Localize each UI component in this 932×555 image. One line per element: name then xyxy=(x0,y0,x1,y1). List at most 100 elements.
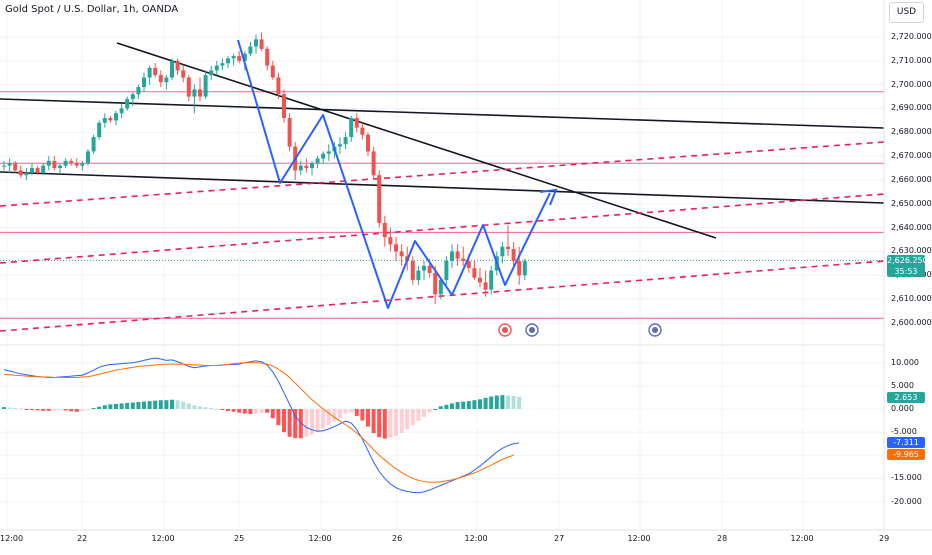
histogram-bar xyxy=(366,409,370,427)
candle-body xyxy=(433,272,438,295)
histogram-bar xyxy=(427,409,432,413)
current-price-badge: 2,626.250 35:53 xyxy=(887,255,928,277)
histogram-bar xyxy=(444,404,449,409)
histogram-bar xyxy=(293,409,298,439)
candle-body xyxy=(310,163,314,169)
candle-body xyxy=(46,160,51,166)
economic-event-dot xyxy=(529,327,535,333)
trendline-upper-flat xyxy=(0,98,885,129)
histogram-bar xyxy=(63,409,68,411)
candle-body xyxy=(517,261,522,276)
price-tick-label: 2,710.000 xyxy=(891,55,932,65)
signal-value-badge: -9.965 xyxy=(887,449,925,460)
histogram-bar xyxy=(298,409,303,439)
histogram-bar xyxy=(354,409,359,416)
histogram-bar xyxy=(254,409,258,414)
macd-line xyxy=(3,357,520,494)
price-tick-label: 2,610.000 xyxy=(891,294,932,304)
histogram-bar xyxy=(153,400,158,409)
candle-body xyxy=(382,222,387,238)
candle-body xyxy=(461,258,466,262)
histogram-bar xyxy=(147,401,152,409)
histogram-bar xyxy=(287,409,292,437)
histogram-bar xyxy=(231,409,236,412)
candle-body xyxy=(125,98,130,109)
histogram-bar xyxy=(326,409,331,426)
histogram-bar xyxy=(304,409,309,437)
candle-body xyxy=(102,118,107,123)
event-markers xyxy=(498,323,662,337)
histogram-bar xyxy=(450,403,454,409)
histogram-bar xyxy=(349,409,354,413)
candle-body xyxy=(114,113,118,121)
candle-body xyxy=(80,163,85,166)
macd-tick-label: -5.000 xyxy=(891,427,917,437)
candle-body xyxy=(422,265,426,271)
grid xyxy=(0,0,885,530)
histogram-bar xyxy=(438,406,443,409)
histogram-bar xyxy=(30,409,34,410)
candle-body xyxy=(198,89,202,97)
histogram-bar xyxy=(276,409,281,426)
candle-body xyxy=(298,165,303,171)
candle-body xyxy=(315,158,320,164)
candle-body xyxy=(360,127,365,135)
histogram-bar xyxy=(97,406,102,409)
histogram-bar xyxy=(259,409,264,413)
candle-body xyxy=(86,151,90,164)
candle-body xyxy=(186,77,191,97)
candle-body xyxy=(483,282,488,290)
candle-body xyxy=(181,70,186,78)
candle-body xyxy=(321,153,326,159)
histogram-bar xyxy=(175,400,180,409)
histogram-bar xyxy=(41,409,46,411)
symbol-title[interactable]: Gold Spot / U.S. Dollar, 1h, OANDA xyxy=(5,4,179,15)
candle-body xyxy=(158,75,163,83)
histogram-bar xyxy=(422,409,426,417)
currency-button[interactable]: USD xyxy=(889,2,924,23)
macd-tick-label: 0.000 xyxy=(891,404,914,413)
candle-body xyxy=(91,137,96,152)
histogram-bar xyxy=(170,399,174,409)
candle-body xyxy=(214,65,219,71)
pattern-drawings xyxy=(237,39,558,309)
price-tick-label: 2,700.000 xyxy=(891,79,932,89)
candle-body xyxy=(500,246,505,257)
time-tick-label: 12:00 xyxy=(0,534,24,543)
candle-body xyxy=(304,165,309,169)
candle-body xyxy=(326,151,331,154)
histogram-bar xyxy=(102,405,107,409)
candle-body xyxy=(147,67,152,78)
candle-body xyxy=(30,168,34,173)
histogram-bar xyxy=(74,409,79,412)
price-tick-label: 2,720.000 xyxy=(891,32,932,41)
histogram-bar xyxy=(478,399,482,409)
candle-body xyxy=(97,122,102,138)
candle-body xyxy=(13,163,18,171)
histogram-bar xyxy=(214,409,219,410)
candle-body xyxy=(478,277,482,283)
candle-body xyxy=(153,67,158,76)
histogram-bar xyxy=(158,400,163,409)
price-tick-label: 2,690.000 xyxy=(891,103,932,113)
candle-body xyxy=(427,265,432,273)
candle-body xyxy=(220,63,225,66)
histogram-bar xyxy=(399,409,404,434)
candle-body xyxy=(265,48,270,66)
histogram-bar xyxy=(136,402,141,409)
candle-body xyxy=(226,58,230,64)
histogram-bar xyxy=(181,401,186,409)
candle-body xyxy=(410,261,415,281)
histogram-bar xyxy=(142,401,146,409)
candle-body xyxy=(136,87,141,95)
trendline-lower-flat xyxy=(0,171,885,204)
histogram-bar xyxy=(410,409,415,426)
channel-line-dashed xyxy=(0,141,885,207)
histogram-bar xyxy=(506,395,510,409)
time-tick-label: 12:00 xyxy=(464,534,488,543)
histogram-bar xyxy=(517,396,522,409)
histogram-bar xyxy=(7,407,12,409)
candle-body xyxy=(377,175,382,223)
